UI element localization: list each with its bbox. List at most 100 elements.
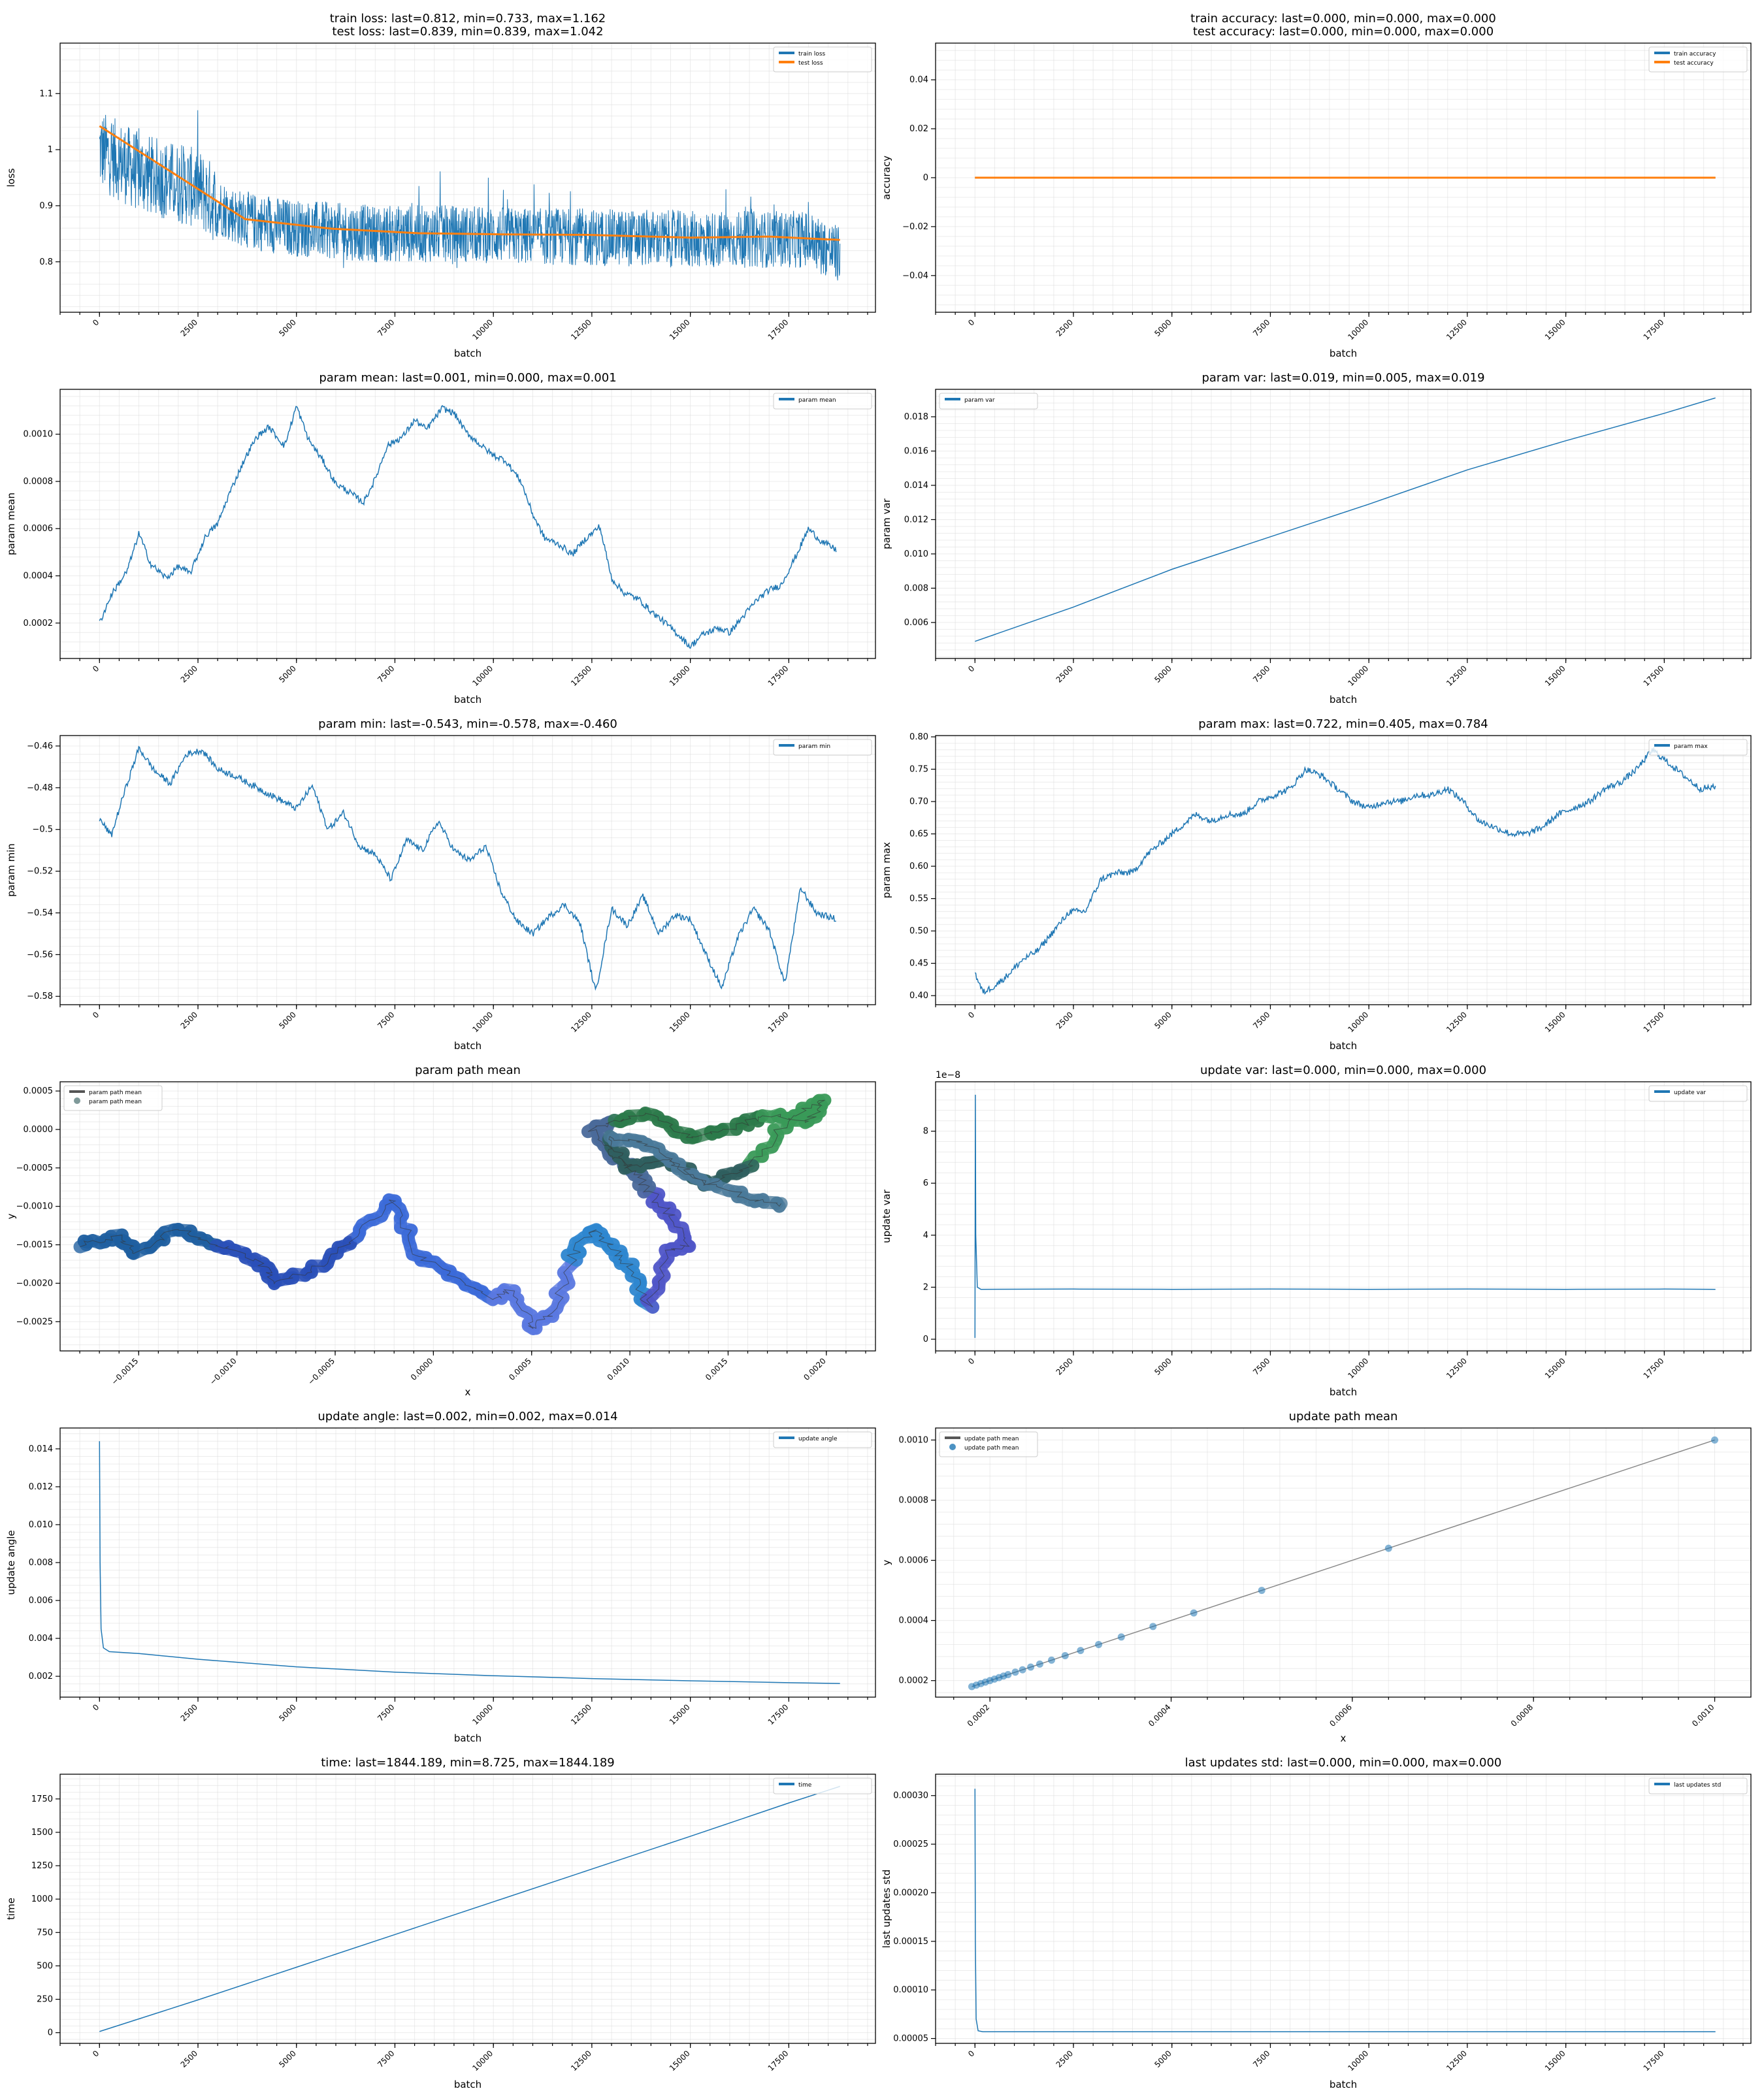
- x-tick-label: 15000: [668, 1010, 692, 1034]
- x-axis-label: batch: [1330, 1040, 1357, 1052]
- data-point: [1036, 1661, 1043, 1668]
- y-tick-label: −0.0020: [16, 1278, 53, 1288]
- y-tick-label: −0.46: [27, 741, 53, 751]
- series-group: [99, 110, 840, 281]
- y-tick-label: −0.58: [27, 992, 53, 1001]
- y-tick-label: 0.0008: [899, 1495, 929, 1505]
- x-tick-label: 5000: [277, 1010, 297, 1030]
- y-tick-label: 1750: [31, 1794, 53, 1804]
- y-tick-label: −0.52: [27, 867, 53, 877]
- grid: [936, 1774, 1751, 2043]
- data-point: [1190, 1610, 1198, 1617]
- x-tick-label: 0: [966, 1356, 976, 1366]
- series-group: [99, 1787, 840, 2032]
- y-tick-label: 0.00015: [893, 1937, 928, 1947]
- chart-title: param var: last=0.019, min=0.005, max=0.…: [1201, 371, 1484, 385]
- x-tick-label: 0.0002: [966, 1702, 992, 1728]
- x-tick-label: 10000: [1346, 1356, 1370, 1380]
- data-point: [1095, 1641, 1102, 1648]
- y-tick-label: 0.0002: [899, 1676, 929, 1686]
- y-axis-label: param var: [881, 498, 892, 549]
- y-tick-label: 0.02: [909, 124, 928, 134]
- x-tick-label: 2500: [1054, 1356, 1075, 1376]
- x-tick-label: 15000: [1543, 2049, 1567, 2073]
- x-tick-label: 2500: [1054, 2049, 1075, 2069]
- y-tick-label: 0: [48, 2028, 53, 2038]
- x-axis-label: batch: [454, 1732, 482, 1744]
- x-tick-label: 0.0006: [1328, 1702, 1354, 1728]
- x-tick-label: 17500: [1642, 664, 1666, 688]
- y-axis-label: param max: [881, 842, 892, 898]
- y-ticks: 0.000050.000100.000150.000200.000250.000…: [893, 1791, 936, 2044]
- x-axis-label: batch: [1330, 1386, 1357, 1398]
- x-tick-label: 17500: [766, 317, 791, 342]
- y-tick-label: −0.0005: [16, 1163, 53, 1173]
- x-tick-label: 5000: [1152, 1356, 1173, 1376]
- x-axis-label: batch: [1330, 694, 1357, 706]
- chart-title: last updates std: last=0.000, min=0.000,…: [1185, 1756, 1502, 1770]
- x-tick-label: 17500: [766, 1702, 791, 1727]
- x-tick-label: 17500: [1642, 317, 1666, 342]
- grid: [60, 389, 875, 658]
- x-tick-label: 12500: [1445, 317, 1469, 342]
- x-tick-label: 17500: [1642, 1356, 1666, 1380]
- x-tick-label: 0: [966, 1010, 976, 1020]
- chart-title: update path mean: [1289, 1410, 1398, 1423]
- x-tick-label: −0.0015: [110, 1356, 140, 1387]
- x-tick-label: 12500: [1445, 2049, 1469, 2073]
- x-tick-label: 7500: [1251, 317, 1271, 338]
- y-tick-label: −0.48: [27, 783, 53, 793]
- chart-title: param min: last=-0.543, min=-0.578, max=…: [318, 717, 617, 731]
- y-tick-label: −0.02: [902, 222, 928, 232]
- y-axis-label: y: [5, 1213, 17, 1219]
- y-tick-label: 0.00010: [893, 1985, 928, 1995]
- x-tick-label: 5000: [1152, 2049, 1173, 2069]
- y-axis-label: param mean: [5, 493, 17, 555]
- x-tick-label: 15000: [1543, 1356, 1567, 1380]
- x-tick-label: 15000: [1543, 664, 1567, 688]
- y-tick-label: 0.65: [909, 830, 928, 839]
- x-tick-label: 0.0004: [1147, 1702, 1173, 1728]
- legend-label: last updates std: [1674, 1782, 1721, 1789]
- y-tick-label: 0.010: [29, 1520, 53, 1530]
- y-tick-label: 0.006: [904, 618, 928, 628]
- y-tick-label: 0: [923, 173, 928, 183]
- x-tick-label: 15000: [668, 664, 692, 688]
- x-tick-label: 10000: [1346, 664, 1370, 688]
- y-tick-label: 0.0004: [24, 572, 54, 581]
- y-tick-label: 6: [923, 1178, 928, 1188]
- axes-frame: [936, 1774, 1751, 2043]
- x-tick-label: 0: [91, 1702, 101, 1712]
- y-tick-label: 0.010: [904, 549, 928, 559]
- x-tick-label: 5000: [1152, 1010, 1173, 1030]
- x-tick-label: 17500: [766, 1010, 791, 1034]
- legend-label: param path mean: [89, 1090, 142, 1096]
- x-tick-label: 0.0020: [802, 1356, 828, 1382]
- data-point: [1118, 1633, 1125, 1640]
- x-tick-label: 5000: [277, 317, 297, 338]
- y-tick-label: 0.8: [39, 257, 53, 267]
- axes-frame: [60, 736, 875, 1005]
- y-tick-label: 0.0002: [24, 619, 54, 628]
- chart-title: time: last=1844.189, min=8.725, max=1844…: [321, 1756, 615, 1770]
- x-tick-label: 15000: [668, 1702, 692, 1727]
- y-tick-label: 0.60: [909, 862, 928, 871]
- y-offset-label: 1e−8: [936, 1070, 960, 1080]
- x-tick-label: 0: [966, 317, 976, 327]
- x-tick-label: 0: [91, 317, 101, 327]
- x-tick-label: 17500: [766, 2049, 791, 2073]
- y-tick-label: 4: [923, 1231, 928, 1241]
- legend: param mean: [774, 393, 872, 409]
- series-group: [99, 747, 836, 989]
- chart-title: train accuracy: last=0.000, min=0.000, m…: [1190, 12, 1496, 25]
- y-tick-label: 0.00020: [893, 1888, 928, 1898]
- x-tick-label: 10000: [1346, 2049, 1370, 2073]
- x-tick-label: 15000: [1543, 1010, 1567, 1034]
- y-tick-label: −0.54: [27, 908, 53, 918]
